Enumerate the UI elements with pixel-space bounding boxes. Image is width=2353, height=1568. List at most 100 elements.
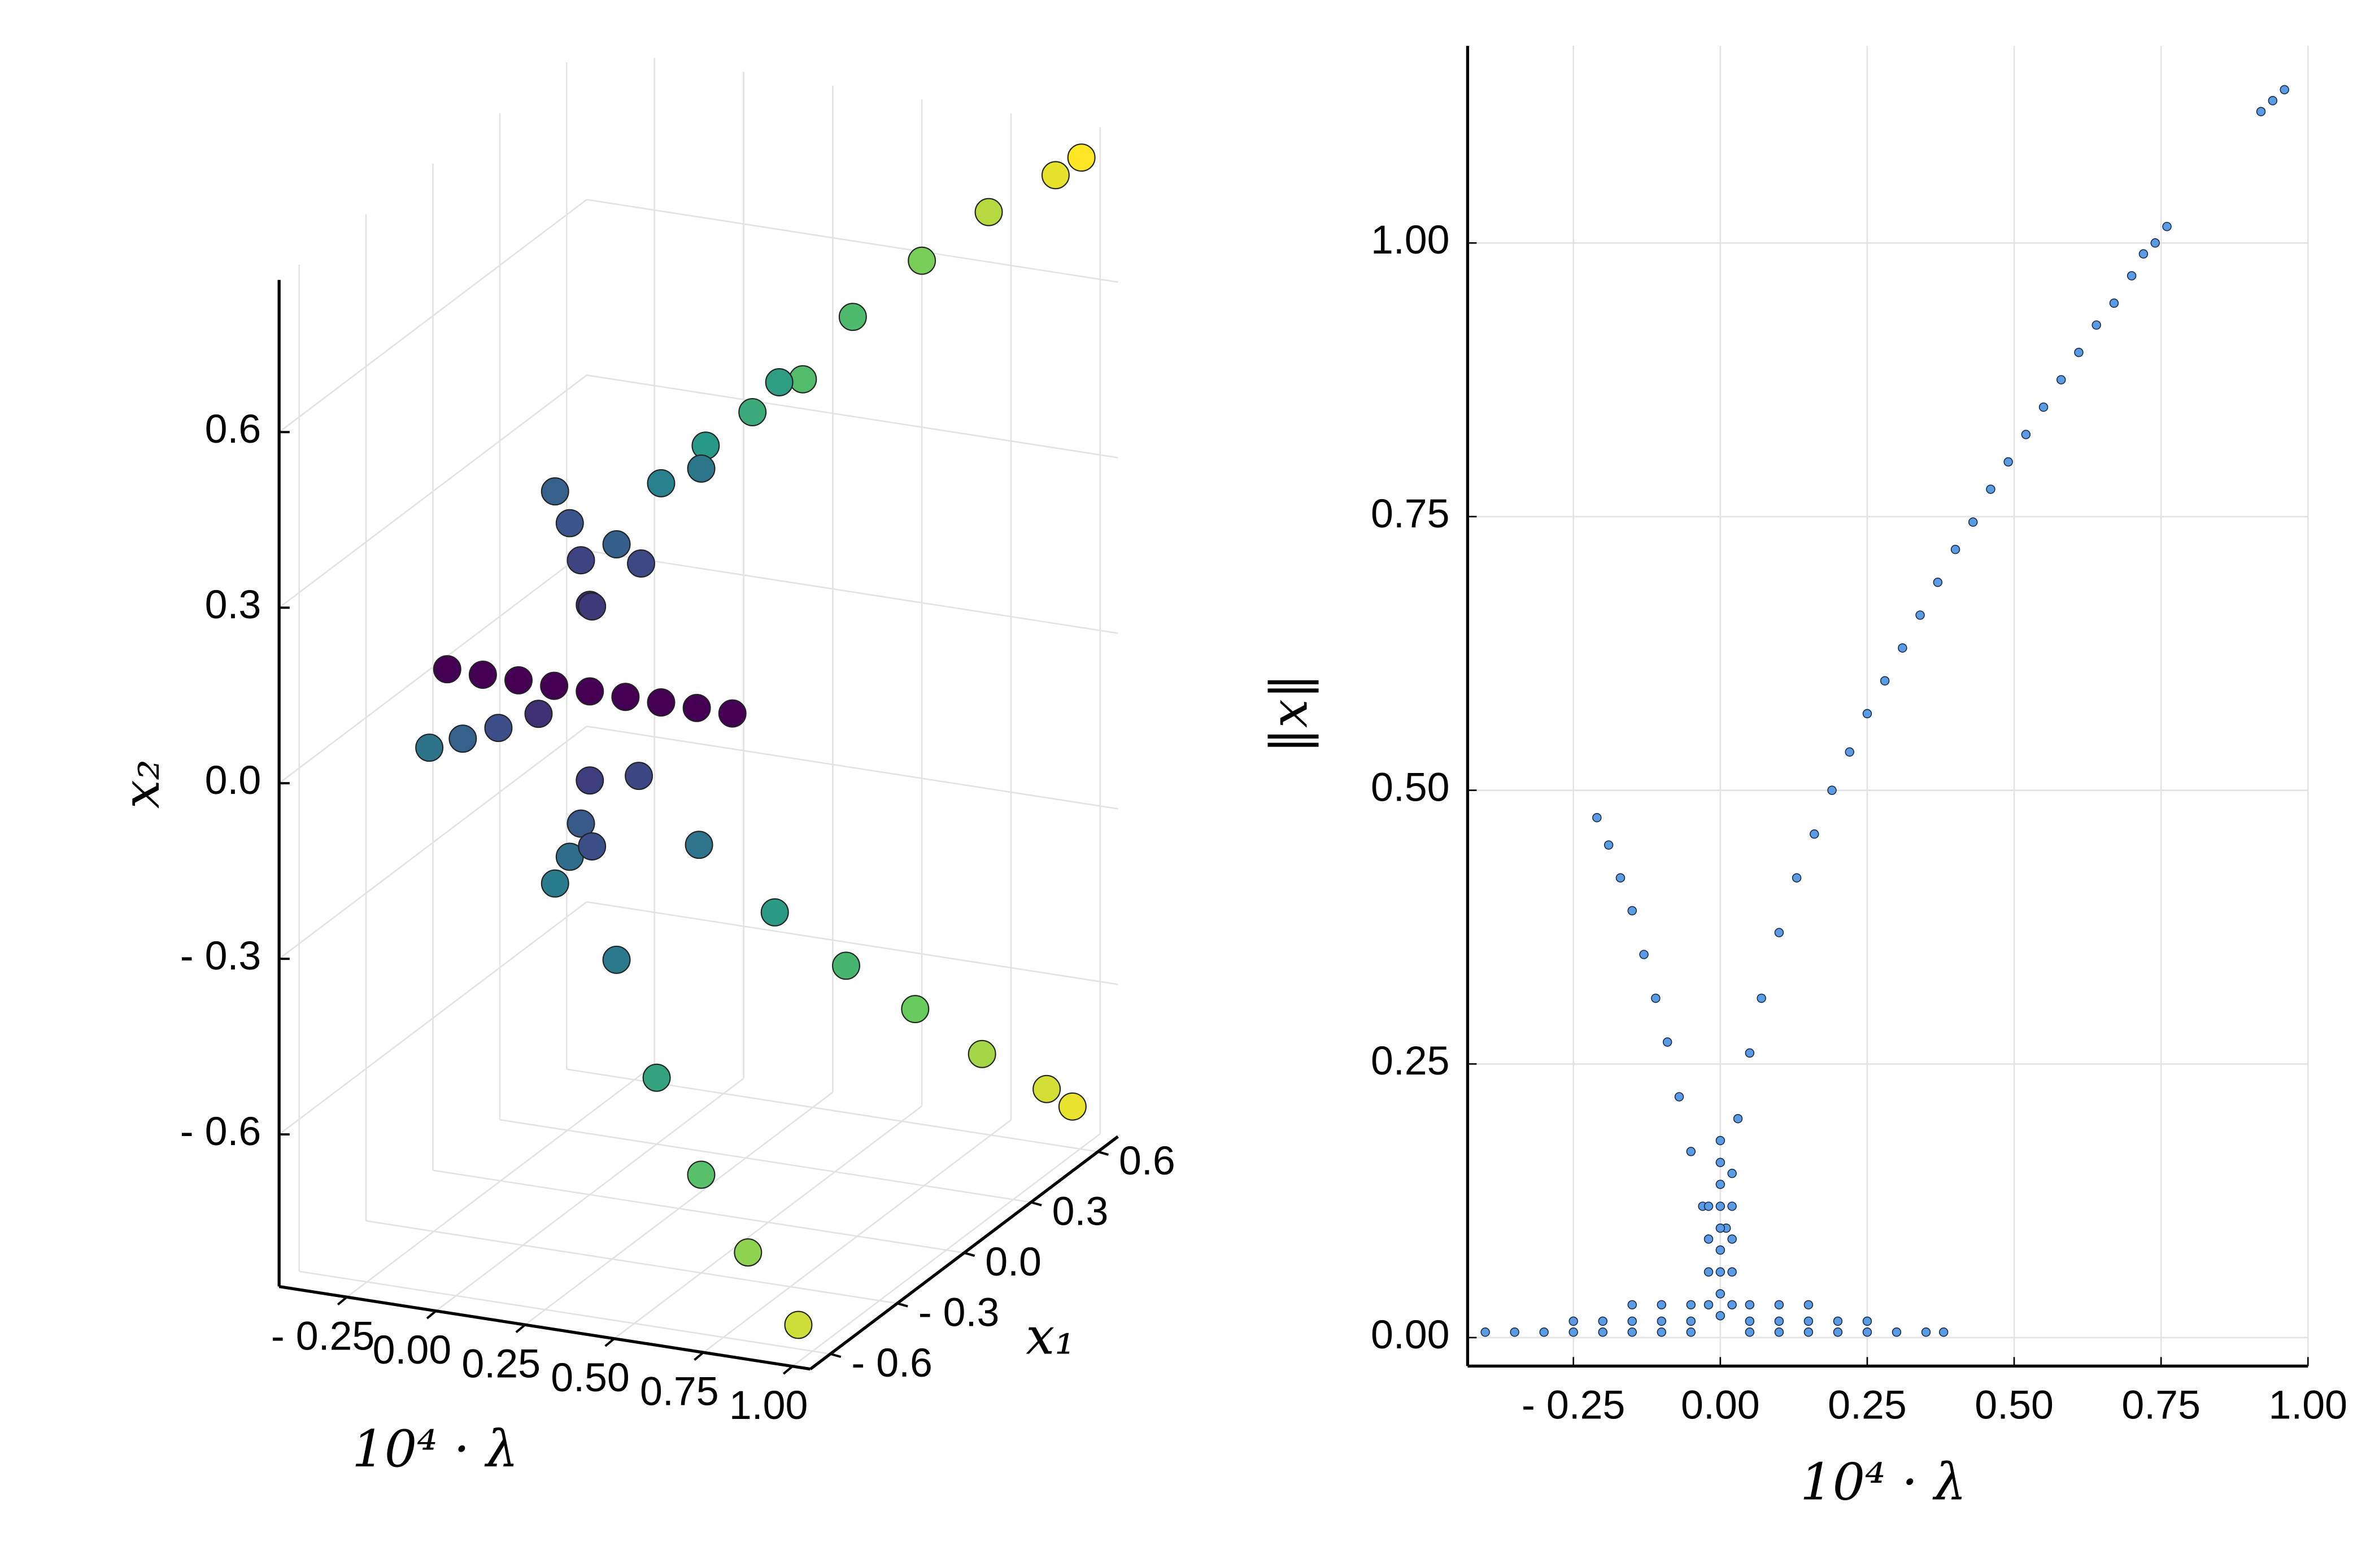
point — [784, 1311, 813, 1339]
point — [555, 509, 584, 538]
grid-line — [278, 550, 587, 784]
x-tick-label: 1.00 — [729, 1383, 808, 1428]
x-tick-label: 0.00 — [373, 1327, 452, 1373]
point — [1862, 709, 1872, 719]
grid-line — [586, 374, 1118, 458]
point — [1715, 1267, 1725, 1277]
y-tick-label: 0.25 — [1371, 1038, 1450, 1084]
point — [901, 995, 930, 1024]
point — [687, 1160, 716, 1189]
x-tick-label: 1.00 — [2268, 1383, 2347, 1428]
y-tick-label: 0.3 — [1052, 1189, 1109, 1234]
point — [718, 699, 747, 728]
grid-line — [278, 901, 587, 1135]
point — [1774, 1300, 1784, 1310]
grid-line — [365, 1220, 897, 1304]
y-axis-label: ‖x‖ — [1260, 674, 1319, 753]
point — [524, 700, 553, 728]
axis-line — [809, 1135, 1119, 1370]
point — [1892, 1327, 1902, 1337]
point — [1627, 1316, 1637, 1326]
z-tick-label: - 0.6 — [180, 1109, 262, 1154]
point — [1674, 1092, 1684, 1102]
y-tick-label: - 0.3 — [918, 1290, 1000, 1335]
point — [734, 1238, 762, 1267]
point — [627, 549, 655, 578]
point — [691, 431, 720, 460]
point — [578, 832, 607, 861]
grid-line — [586, 550, 1118, 634]
point — [1898, 643, 1907, 653]
point — [1745, 1316, 1755, 1326]
grid-line — [499, 1119, 1031, 1203]
grid-line — [586, 725, 1118, 810]
point — [1803, 1316, 1814, 1326]
y-tick-label: - 0.6 — [851, 1340, 933, 1386]
axis-line — [278, 1285, 811, 1371]
grid-line — [278, 199, 587, 433]
x-tick-label: 0.25 — [1828, 1383, 1907, 1428]
point — [602, 530, 631, 558]
point — [1615, 873, 1626, 883]
point — [1651, 993, 1661, 1003]
point — [2109, 298, 2119, 308]
point — [1715, 1223, 1725, 1233]
point — [1715, 1158, 1725, 1168]
point — [1539, 1327, 1549, 1337]
point — [2091, 320, 2101, 330]
point — [832, 951, 860, 980]
point — [1510, 1327, 1519, 1337]
point — [1703, 1202, 1714, 1211]
point — [788, 365, 817, 394]
point — [1986, 484, 1995, 494]
point — [1568, 1316, 1578, 1326]
point — [1810, 829, 1819, 839]
point — [2268, 96, 2278, 106]
point — [602, 945, 631, 974]
point — [1774, 1327, 1784, 1337]
point — [974, 198, 1003, 226]
point — [1715, 1245, 1725, 1255]
point — [540, 671, 569, 700]
point — [1921, 1327, 1931, 1337]
point — [1715, 1135, 1725, 1146]
point — [1041, 161, 1070, 190]
point — [1598, 1327, 1607, 1337]
point — [1803, 1327, 1814, 1337]
point — [1032, 1075, 1061, 1103]
point — [642, 1063, 671, 1092]
point — [1727, 1300, 1737, 1310]
point — [1058, 1092, 1087, 1121]
point — [908, 246, 936, 275]
point — [1745, 1300, 1755, 1310]
x-tick-label: 0.50 — [1975, 1383, 2054, 1428]
x-tick-label: 0.00 — [1681, 1383, 1760, 1428]
point — [2003, 457, 2013, 467]
point — [448, 724, 477, 753]
point — [2256, 107, 2266, 116]
z-tick-label: 0.6 — [205, 407, 262, 452]
x-tick-label: 0.75 — [640, 1369, 719, 1414]
point — [1733, 1113, 1743, 1124]
point — [1703, 1267, 1714, 1277]
point — [2056, 375, 2066, 385]
grid-line — [586, 199, 1118, 283]
point — [1662, 1037, 1672, 1047]
point — [1686, 1300, 1696, 1310]
x-tick-label: 0.75 — [2121, 1383, 2201, 1428]
point — [1715, 1180, 1725, 1189]
point — [576, 677, 604, 706]
point — [1686, 1316, 1696, 1326]
point — [578, 592, 607, 621]
grid-line — [433, 1169, 965, 1254]
point — [738, 398, 767, 426]
point — [1792, 873, 1802, 883]
point — [2038, 402, 2049, 412]
point — [541, 869, 569, 898]
x-axis-label: 10⁴ · λ — [1800, 1452, 1967, 1512]
point — [1703, 1234, 1714, 1244]
point — [1639, 950, 1649, 959]
point — [625, 762, 653, 790]
point — [1727, 1234, 1737, 1244]
point — [1774, 1316, 1784, 1326]
